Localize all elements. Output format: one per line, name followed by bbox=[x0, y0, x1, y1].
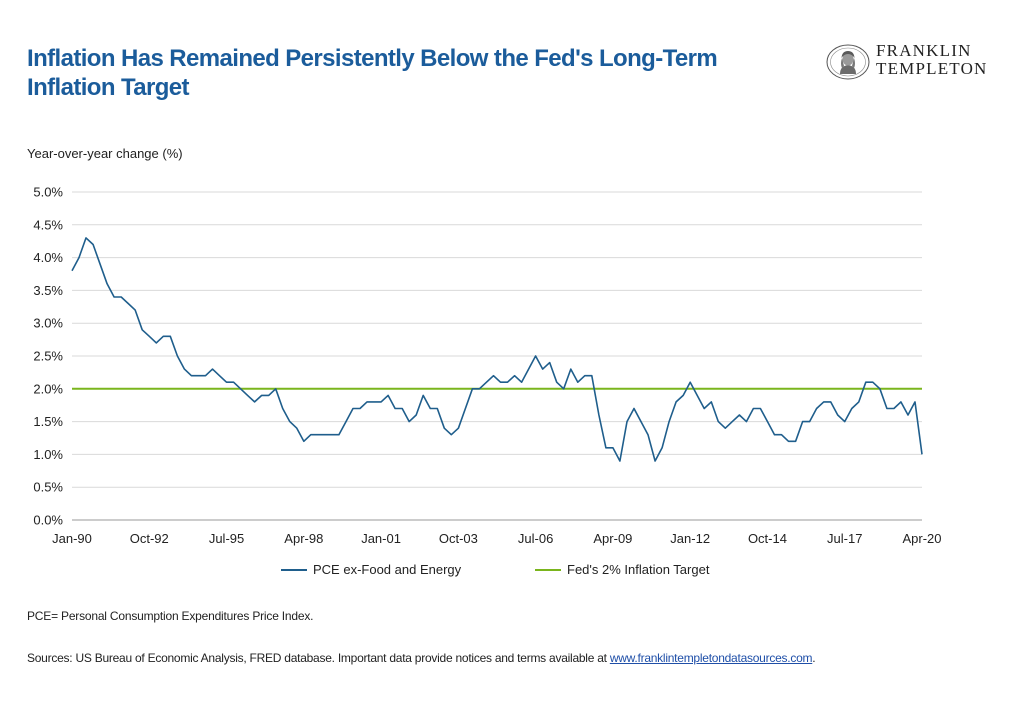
y-tick-label: 3.0% bbox=[33, 316, 63, 331]
logo-line-2: TEMPLETON bbox=[876, 59, 988, 78]
y-tick-label: 0.0% bbox=[33, 513, 63, 528]
x-tick-label: Apr-09 bbox=[593, 531, 632, 546]
x-tick-labels: Jan-90 Oct-92 Jul-95 Apr-98 Jan-01 Oct-03 Jul-… bbox=[52, 531, 941, 546]
series-line-pce bbox=[71, 237, 923, 462]
x-tick-label: Jul-17 bbox=[827, 531, 862, 546]
y-tick-labels: 0.0% 0.5% 1.0% 1.5% 2.0% 2.5% 3.0% 3.5% 4.0% 4.5%… bbox=[33, 185, 63, 528]
y-axis-label: Year-over-year change (%) bbox=[27, 146, 183, 161]
sources-suffix: . bbox=[812, 651, 816, 665]
sources-text: Sources: US Bureau of Economic Analysis,… bbox=[27, 651, 607, 665]
logo-line-1: FRANKLIN bbox=[876, 41, 972, 60]
legend-item-pce: PCE ex-Food and Energy bbox=[281, 562, 461, 577]
y-tick-label: 1.0% bbox=[33, 447, 63, 462]
y-tick-label: 5.0% bbox=[33, 185, 63, 200]
page-title: Inflation Has Remained Persistently Belo… bbox=[27, 44, 787, 102]
title-line-2: Inflation Target bbox=[27, 74, 190, 101]
franklin-portrait-icon bbox=[826, 44, 870, 80]
footnote: PCE= Personal Consumption Expenditures P… bbox=[27, 609, 314, 623]
y-tick-label: 3.5% bbox=[33, 283, 63, 298]
franklin-templeton-logo: FRANKLIN TEMPLETON bbox=[826, 42, 1011, 82]
x-tick-label: Oct-03 bbox=[439, 531, 478, 546]
y-tick-label: 2.0% bbox=[33, 381, 63, 396]
y-tick-label: 1.5% bbox=[33, 414, 63, 429]
logo-wordmark: FRANKLIN TEMPLETON bbox=[876, 42, 988, 78]
legend-label-pce: PCE ex-Food and Energy bbox=[313, 562, 462, 577]
x-tick-label: Jul-95 bbox=[209, 531, 244, 546]
x-tick-label: Jan-12 bbox=[670, 531, 710, 546]
legend-swatch-fed-target bbox=[535, 568, 561, 571]
legend-swatch-pce bbox=[281, 568, 307, 571]
y-tick-label: 0.5% bbox=[33, 480, 63, 495]
gridlines bbox=[72, 191, 922, 521]
legend-label-fed-target: Fed's 2% Inflation Target bbox=[567, 562, 710, 577]
pce-line-chart: 0.0% 0.5% 1.0% 1.5% 2.0% 2.5% 3.0% 3.5% 4.0% 4.5%… bbox=[33, 185, 941, 547]
x-tick-label: Apr-20 bbox=[902, 531, 941, 546]
y-tick-label: 4.5% bbox=[33, 217, 63, 232]
x-tick-label: Jul-06 bbox=[518, 531, 553, 546]
x-tick-label: Apr-98 bbox=[284, 531, 323, 546]
x-tick-label: Oct-14 bbox=[748, 531, 787, 546]
y-tick-label: 2.5% bbox=[33, 349, 63, 364]
x-tick-label: Jan-90 bbox=[52, 531, 92, 546]
chart-legend: PCE ex-Food and Energy Fed's 2% Inflatio… bbox=[0, 562, 1024, 582]
sources-note: Sources: US Bureau of Economic Analysis,… bbox=[27, 651, 816, 665]
sources-link[interactable]: www.franklintempletondatasources.com bbox=[609, 651, 813, 665]
x-tick-label: Oct-92 bbox=[130, 531, 169, 546]
x-tick-label: Jan-01 bbox=[361, 531, 401, 546]
title-line-1: Inflation Has Remained Persistently Belo… bbox=[27, 45, 718, 72]
y-tick-label: 4.0% bbox=[33, 250, 63, 265]
series-layer bbox=[71, 237, 923, 462]
legend-item-fed-target: Fed's 2% Inflation Target bbox=[535, 562, 709, 577]
